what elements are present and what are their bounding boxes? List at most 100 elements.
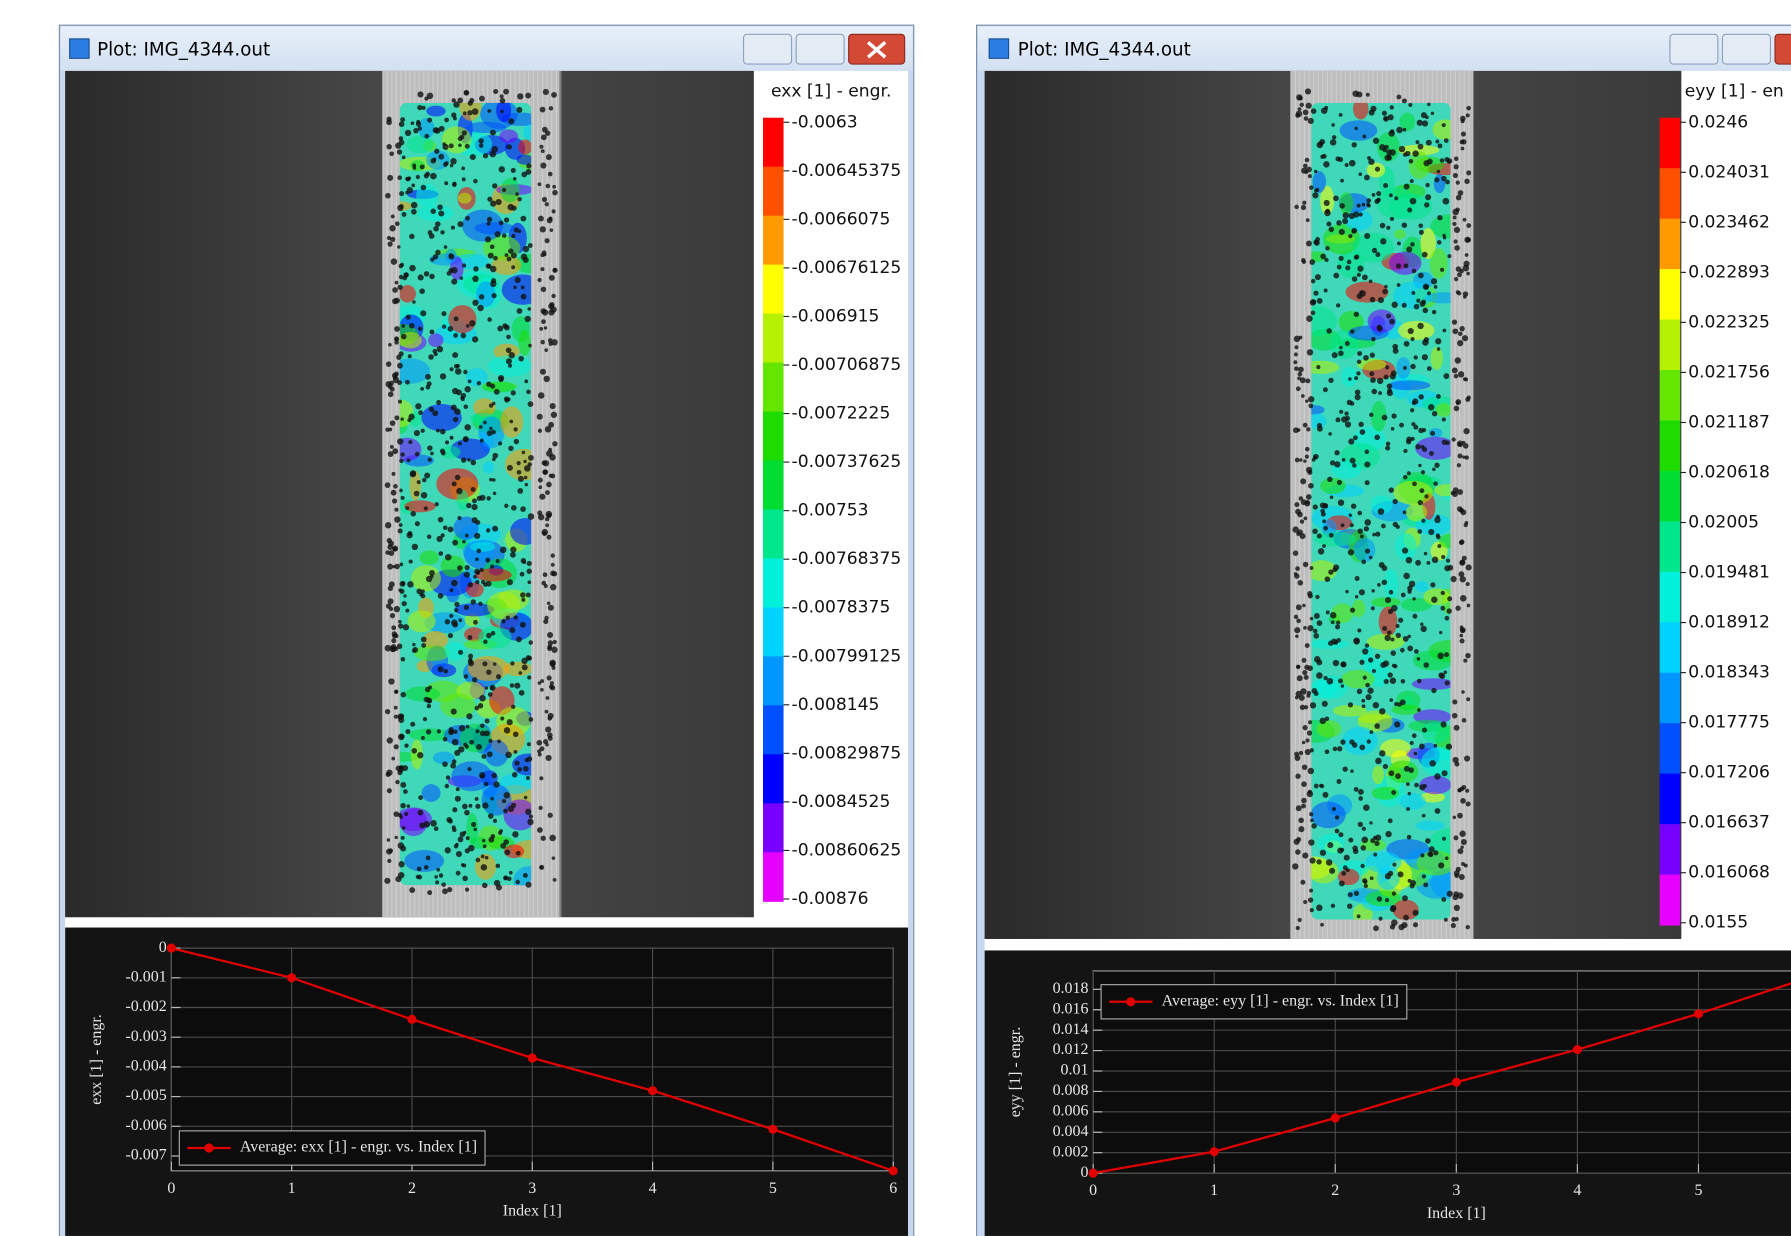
speckle — [429, 329, 434, 334]
speckle — [1385, 898, 1389, 902]
speckle — [1462, 455, 1465, 458]
speckle — [1325, 209, 1330, 214]
speckle — [547, 535, 552, 540]
speckle — [502, 233, 506, 237]
speckle — [445, 847, 451, 853]
speckle — [485, 236, 491, 242]
y-tick-label: 0.006 — [1053, 1103, 1089, 1120]
speckle — [539, 776, 543, 780]
chart: 01234560-0.001-0.002-0.003-0.004-0.005-0… — [65, 928, 908, 1236]
speckle — [1340, 661, 1346, 667]
speckle — [497, 740, 501, 744]
speckle — [1326, 328, 1332, 334]
speckle — [387, 564, 393, 570]
speckle — [506, 335, 511, 340]
minimize-button[interactable] — [744, 34, 792, 64]
speckle — [411, 183, 415, 187]
speckle — [1437, 653, 1444, 660]
speckle — [1294, 336, 1300, 342]
speckle — [1382, 111, 1387, 116]
speckle — [1398, 924, 1404, 930]
speckle — [1451, 491, 1455, 495]
speckle — [1375, 532, 1380, 537]
speckle — [394, 415, 399, 420]
speckle — [1368, 657, 1373, 662]
speckle — [404, 743, 408, 747]
speckle — [441, 451, 446, 456]
speckle — [450, 158, 456, 164]
speckle — [1396, 263, 1401, 268]
speckle — [424, 173, 429, 178]
colorbar-label: eyy [1] - en — [1685, 81, 1784, 101]
speckle — [448, 526, 454, 532]
strain-blob — [518, 139, 532, 154]
strain-blob — [1436, 403, 1452, 417]
speckle — [1294, 752, 1299, 757]
speckle — [510, 683, 514, 687]
speckle — [1352, 845, 1357, 850]
speckle — [1442, 837, 1446, 841]
speckle — [1403, 263, 1408, 268]
speckle — [1325, 576, 1331, 582]
strain-blob — [519, 330, 531, 356]
speckle — [1295, 345, 1299, 349]
speckle — [517, 470, 522, 475]
speckle — [493, 662, 496, 665]
speckle — [1317, 298, 1323, 304]
speckle — [1420, 626, 1426, 632]
maximize-button[interactable] — [796, 34, 844, 64]
speckle — [461, 166, 465, 170]
speckle — [392, 498, 397, 503]
strain-blob — [1430, 248, 1448, 279]
y-tick-label: -0.003 — [125, 1028, 166, 1045]
y-tick-label: -0.005 — [125, 1087, 166, 1104]
speckle — [1466, 564, 1472, 570]
strain-blob — [1320, 478, 1346, 494]
speckle — [1466, 697, 1470, 701]
speckle — [1310, 299, 1316, 305]
maximize-button[interactable] — [1722, 34, 1770, 64]
speckle — [453, 729, 457, 733]
speckle — [540, 107, 546, 113]
y-tick-label: -0.002 — [125, 998, 166, 1015]
speckle — [1406, 246, 1412, 252]
speckle — [468, 635, 473, 640]
speckle — [1360, 534, 1364, 538]
speckle — [1404, 766, 1410, 772]
speckle — [1330, 612, 1336, 618]
speckle — [1354, 312, 1359, 317]
speckle — [523, 460, 526, 463]
speckle — [426, 576, 432, 582]
speckle — [545, 523, 549, 527]
speckle — [546, 755, 552, 761]
speckle — [1329, 868, 1335, 874]
speckle — [399, 523, 403, 527]
speckle — [402, 601, 407, 606]
speckle — [546, 184, 551, 189]
speckle — [1347, 400, 1352, 405]
speckle — [1371, 337, 1376, 342]
speckle — [1337, 848, 1343, 854]
speckle — [529, 640, 533, 644]
speckle — [526, 593, 531, 598]
speckle — [479, 96, 485, 102]
speckle — [430, 173, 437, 180]
speckle — [1345, 163, 1349, 167]
speckle — [1296, 665, 1301, 670]
speckle — [1418, 428, 1423, 433]
strain-blob — [407, 136, 434, 154]
speckle — [538, 478, 543, 483]
speckle — [401, 836, 405, 840]
close-button[interactable] — [1775, 34, 1791, 64]
speckle — [450, 763, 456, 769]
colorbar-tick-label: 0.017206 — [1688, 763, 1770, 783]
minimize-button[interactable] — [1670, 34, 1718, 64]
colorbar-tick-label: -0.00645375 — [792, 161, 902, 181]
y-tick-label: 0.01 — [1061, 1062, 1089, 1079]
speckle — [1408, 879, 1412, 883]
speckle — [496, 199, 502, 205]
speckle — [546, 450, 553, 457]
chart: 012345600.0020.0040.0060.0080.010.0120.0… — [985, 950, 1791, 1236]
speckle — [480, 774, 484, 778]
speckle — [400, 263, 404, 267]
